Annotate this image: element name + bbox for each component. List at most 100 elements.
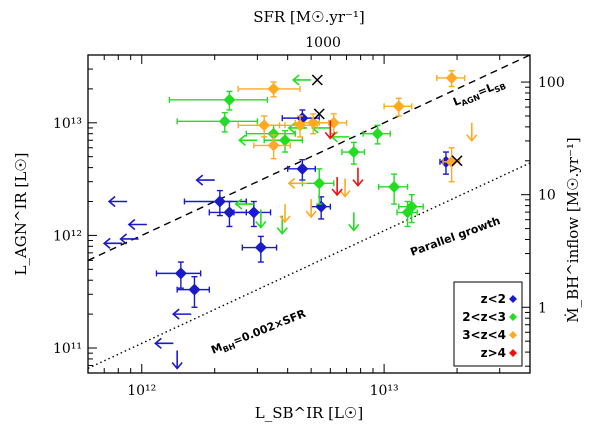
series-0-upper-x-arrow (119, 233, 139, 245)
arrow-head (339, 190, 351, 198)
cross-marker (451, 155, 463, 167)
parallel-growth-label: Parallel growth (409, 214, 502, 259)
legend-marker (509, 349, 517, 357)
arrow-head (119, 233, 128, 245)
series-1-point (176, 111, 259, 133)
series-0-point (233, 200, 272, 228)
legend-label: 2<z<3 (462, 310, 506, 324)
diamond-marker (307, 116, 320, 129)
series-1-upper-y-arrow (348, 212, 360, 232)
label-part: =0.002×SFR (231, 307, 308, 348)
series-3-upper-y-arrow (352, 167, 364, 187)
series-2-point (318, 113, 348, 135)
diamond-marker (401, 206, 414, 219)
diamond-marker (296, 162, 309, 175)
cross-stroke (311, 74, 323, 86)
diamond-marker (223, 93, 236, 106)
series-0-point (208, 200, 247, 228)
diamond-marker (223, 206, 236, 219)
legend-marker (509, 331, 517, 339)
series-1-point (341, 141, 366, 165)
parallel-line (88, 162, 530, 369)
inflow-relation-label: MBH=0.002×SFR (209, 307, 309, 359)
diamond-marker (213, 195, 226, 208)
series-1-point (168, 90, 269, 111)
series-0-upper-x-arrow (102, 237, 123, 249)
series-1-upper-x-arrow (234, 198, 254, 210)
diamond-marker (267, 127, 280, 140)
right-tick-label: 100 (538, 75, 565, 91)
equality-line (88, 55, 530, 262)
arrow-head (102, 237, 111, 249)
arrow-head (234, 198, 243, 210)
arrow-head (279, 215, 291, 224)
x-tick-label: 10¹² (127, 383, 156, 399)
diamond-marker (267, 139, 280, 152)
series-0-upper-x-arrow (171, 308, 192, 320)
arrow-head (195, 174, 204, 186)
diamond-marker (174, 267, 187, 280)
series-2-point (436, 70, 466, 88)
series-1-point (301, 168, 335, 205)
diamond-marker (278, 134, 291, 147)
series-1-point (378, 173, 409, 205)
legend-marker (509, 313, 517, 321)
diamond-marker (258, 119, 271, 132)
diamond-marker (347, 146, 360, 159)
label-part: L (451, 94, 462, 109)
diamond-marker (445, 71, 458, 84)
arrow-head (171, 308, 180, 320)
series-0-point (183, 189, 247, 217)
series-0-point (155, 261, 202, 289)
arrow-head (348, 223, 360, 232)
series-2-upper-y-arrow (305, 199, 317, 219)
label-part: SB (493, 82, 507, 95)
y-axis-title: L_AGN^IR [L☉] (12, 152, 30, 275)
series-2-point (237, 81, 301, 98)
diamond-marker (315, 200, 328, 213)
series-1-point (396, 200, 418, 228)
arrow-head (107, 195, 116, 208)
series-1-upper-x-arrow (238, 134, 258, 146)
y-tick-label: 10¹² (53, 228, 82, 244)
cross-marker (311, 74, 323, 86)
series-0-point (176, 275, 211, 308)
label-part: M (209, 341, 224, 357)
diamond-marker (392, 100, 405, 113)
top-axis-title: SFR [M☉.yr⁻¹] (253, 8, 365, 26)
series-2-upper-y-arrow (279, 204, 291, 224)
legend-label: z>4 (481, 346, 506, 360)
series-3-upper-y-arrow (331, 177, 343, 197)
cross-stroke (451, 155, 463, 167)
diamond-marker (188, 283, 201, 296)
legend-label: 3<z<4 (462, 328, 506, 342)
cross-marker (313, 108, 325, 120)
series-0-point (286, 159, 316, 181)
series-3-upper-y-arrow (324, 120, 336, 140)
arrow-head (171, 362, 183, 370)
series-2-upper-x-arrow (287, 177, 307, 189)
x-axis-title: L_SB^IR [L☉] (255, 404, 363, 422)
series-1-upper-x-arrow (291, 74, 312, 86)
diamond-marker (254, 241, 267, 254)
diamond-marker (371, 127, 384, 140)
series-0-point (241, 235, 278, 263)
y-tick-label: 10¹¹ (53, 341, 82, 357)
arrow-head (276, 227, 288, 235)
arrow-head (255, 220, 267, 229)
x-tick-label: 10¹³ (370, 383, 399, 399)
equality-line-label: LAGN=LSB (451, 76, 507, 110)
legend-label: z<2 (481, 292, 506, 306)
right-axis-title: Ṁ_BH^inflow [M☉.yr⁻¹] (564, 137, 582, 323)
series-2-upper-y-arrow (466, 122, 478, 143)
arrow-head (127, 218, 136, 231)
series-2-point (253, 134, 291, 160)
arrow-head (154, 337, 162, 349)
series-0-upper-x-arrow (107, 195, 128, 208)
plot-frame (87, 54, 531, 374)
arrow-head (238, 134, 246, 146)
diamond-marker (218, 115, 231, 128)
legend-marker (509, 295, 517, 303)
arrow-head (305, 210, 317, 219)
